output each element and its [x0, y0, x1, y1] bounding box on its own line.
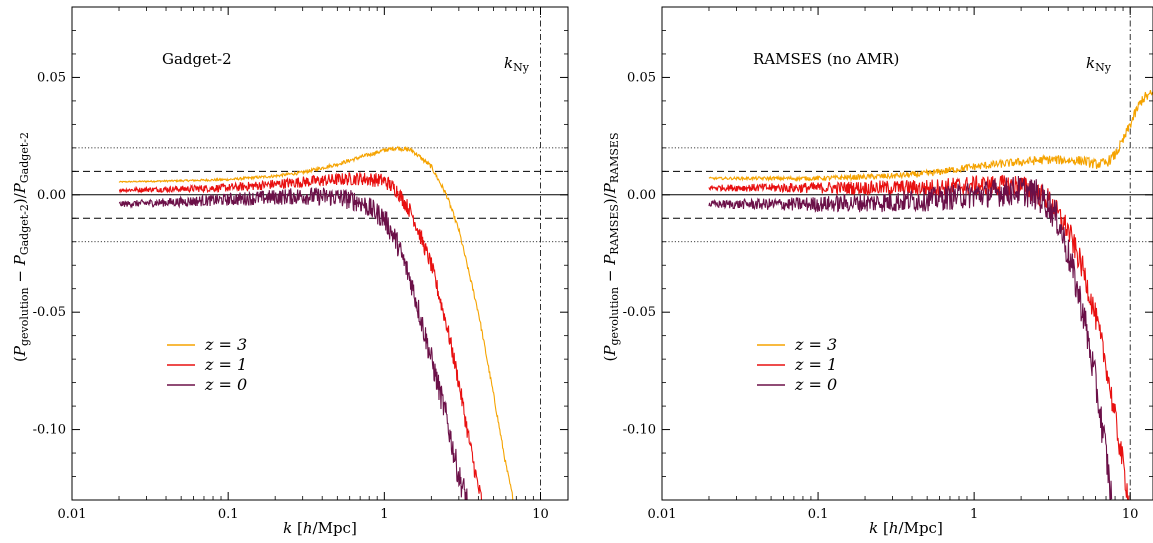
y-axis-label: (Pgevolution − PRAMSES)/PRAMSES: [601, 133, 621, 362]
plot-frame: [71, 6, 569, 501]
plot-area: 0.01 0.1 1 10 0.05 0.00 -0.05 -0.10 z = 3z = 1z …: [33, 6, 569, 522]
series-line: [118, 172, 483, 500]
y-tick-label: -0.10: [33, 423, 66, 438]
y-axis-label: (Pgevolution − PGadget-2)/PGadget-2: [11, 132, 31, 362]
y-tick-label: 0.05: [37, 70, 66, 85]
y-tick-label: 0.00: [37, 188, 66, 203]
x-tick-label: 10: [1122, 507, 1139, 522]
plot-frame: [661, 6, 1153, 501]
legend-label: z = 1: [794, 355, 837, 374]
x-tick-label: 0.01: [58, 507, 87, 522]
x-tick-label: 10: [532, 507, 549, 522]
panel-ramses: 0.01 0.1 1 10 0.05 0.00 -0.05 -0.10 z = 3z = 1z …: [601, 6, 1153, 537]
plot-area: 0.01 0.1 1 10 0.05 0.00 -0.05 -0.10 z = 3z = 1z …: [623, 6, 1153, 522]
x-tick-label: 0.1: [808, 507, 829, 522]
y-tick-label: -0.05: [33, 305, 66, 320]
x-tick-label: 1: [970, 507, 978, 522]
y-tick-label: 0.00: [627, 188, 656, 203]
legend-label: z = 0: [794, 375, 837, 394]
x-tick-label: 1: [380, 507, 388, 522]
kny-label: kNy: [1086, 54, 1112, 74]
y-tick-label: -0.10: [623, 423, 656, 438]
panel-title: RAMSES (no AMR): [753, 50, 899, 68]
panel-title: Gadget-2: [162, 50, 232, 68]
series-line: [708, 90, 1153, 183]
series-line: [708, 174, 1130, 500]
legend-label: z = 3: [794, 335, 837, 354]
legend-label: z = 1: [204, 355, 247, 374]
legend-label: z = 0: [204, 375, 247, 394]
series-line: [708, 175, 1113, 500]
y-tick-label: -0.05: [623, 305, 656, 320]
y-tick-label: 0.05: [627, 70, 656, 85]
kny-label: kNy: [504, 54, 530, 74]
x-tick-label: 0.1: [218, 507, 239, 522]
x-axis-label: k [h/Mpc]: [869, 519, 943, 537]
series-line: [118, 187, 468, 500]
legend-label: z = 3: [204, 335, 247, 354]
x-tick-label: 0.01: [648, 507, 677, 522]
x-axis-label: k [h/Mpc]: [283, 519, 357, 537]
series-line: [118, 145, 514, 500]
panel-gadget2: 0.01 0.1 1 10 0.05 0.00 -0.05 -0.10 z = 3z = 1z …: [11, 6, 569, 537]
